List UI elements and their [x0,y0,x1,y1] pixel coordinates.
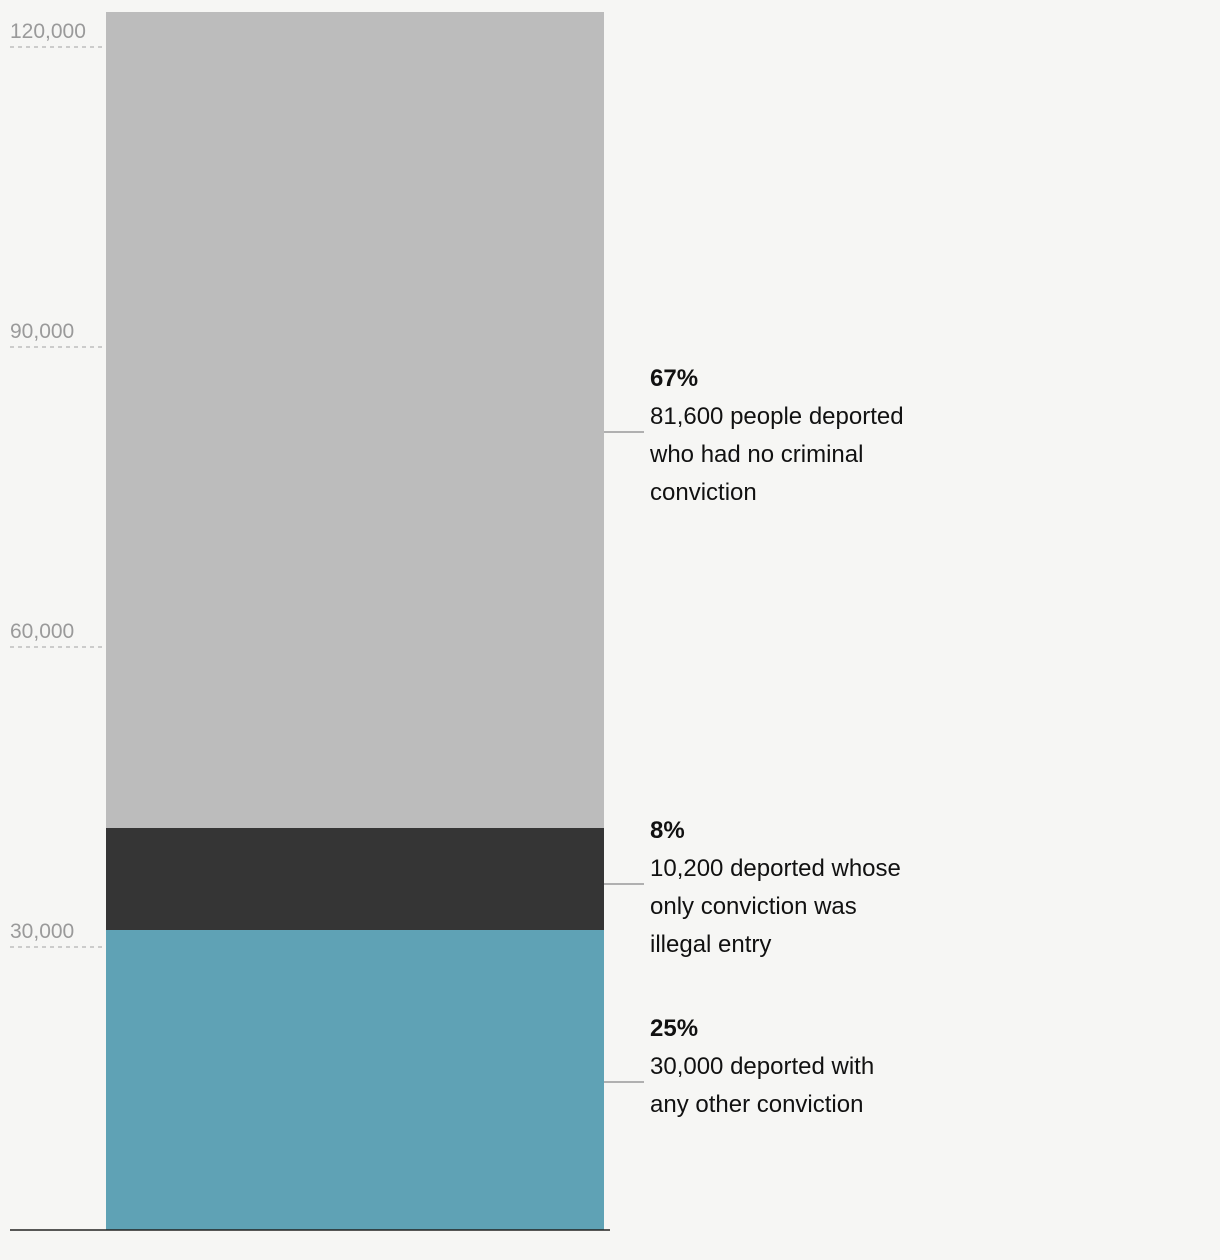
annotation-description-line: conviction [650,479,757,506]
y-tick-label: 90,000 [10,320,74,343]
annotation-description-line: 10,200 deported whose [650,855,901,882]
y-tick-label: 30,000 [10,920,74,943]
y-tick-label: 120,000 [10,20,86,43]
annotation-percent: 25% [650,1015,698,1042]
segment-annotations: 25% 30,000 deported with any other convict… [604,365,904,1118]
annotation-description-line: 81,600 people deported [650,403,904,430]
annotation-percent: 67% [650,365,698,392]
bar-segment [106,828,604,930]
y-tick-label: 60,000 [10,620,74,643]
y-axis-ticks: 30,000 60,000 90,000 120,000 [10,20,104,948]
bar-segment [106,12,604,828]
annotation-description-line: who had no criminal [649,441,863,468]
annotation-percent: 8% [650,817,685,844]
bar-segments [106,12,604,1230]
annotation-description-line: any other conviction [650,1091,863,1118]
annotation-description-line: illegal entry [650,931,771,958]
annotation-description-line: only conviction was [650,893,857,920]
annotation-description-line: 30,000 deported with [650,1053,874,1080]
bar-segment [106,930,604,1230]
